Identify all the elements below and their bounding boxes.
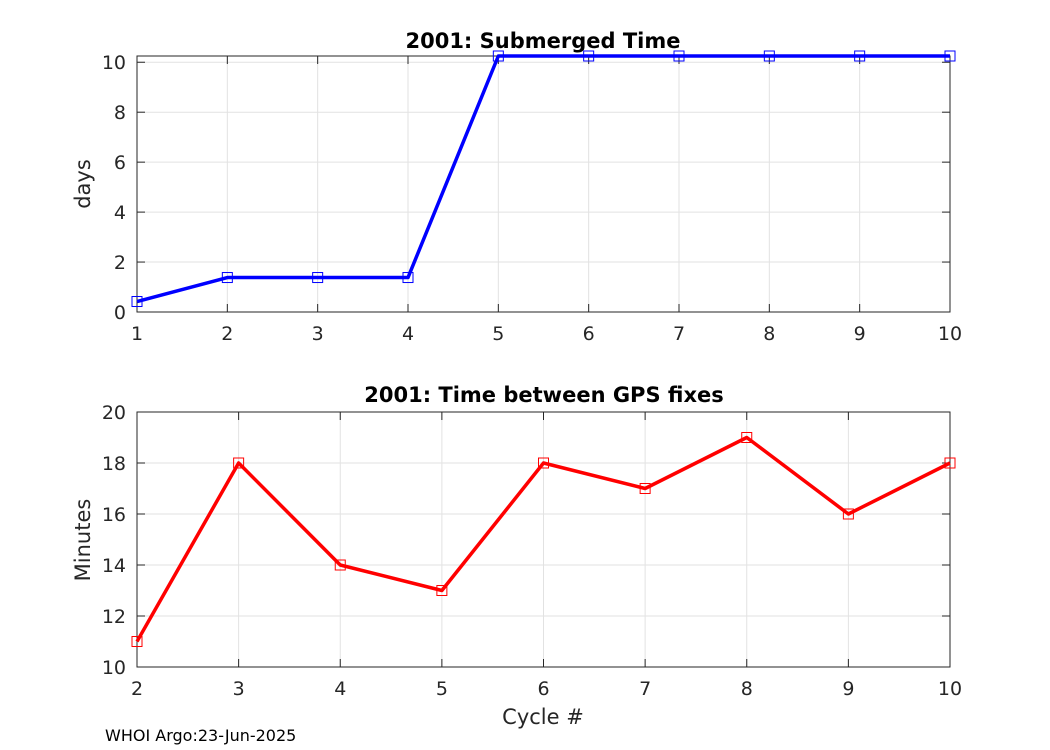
footer-credit: WHOI Argo:23-Jun-2025 [105,726,296,745]
chart-title: 2001: Time between GPS fixes [364,383,724,407]
data-point-marker [944,457,956,469]
x-tick-label: 7 [673,323,685,345]
data-point-marker [334,559,346,571]
data-point-marker [538,457,549,469]
y-tick-label: 8 [114,102,126,124]
data-series-line [135,435,951,643]
x-tick-label: 2 [131,678,143,700]
y-tick-label: 18 [102,453,126,475]
chart-title: 2001: Submerged Time [405,29,680,53]
data-point-marker [436,585,448,596]
data-point-marker [492,50,504,62]
x-tick-label: 6 [537,678,549,700]
x-tick-label: 9 [854,323,866,345]
data-point-marker [639,483,651,494]
x-tick-label: 2 [221,323,233,345]
data-point-marker [763,50,775,62]
y-tick-label: 2 [114,252,126,274]
x-tick-label: 10 [938,323,962,345]
x-tick-label: 8 [763,323,775,345]
data-point-marker [842,508,854,520]
x-tick-label: 8 [741,678,753,700]
data-point-marker [402,272,414,284]
x-tick-label: 4 [334,678,346,700]
x-tick-label: 1 [131,323,143,345]
x-axis-label: Cycle # [502,705,584,729]
x-tick-label: 3 [233,678,245,700]
x-tick-label: 6 [583,323,595,345]
data-point-marker [131,636,143,647]
y-axis-label: Minutes [71,499,95,582]
x-tick-label: 5 [492,323,504,345]
x-tick-label: 3 [312,323,324,345]
data-point-marker [741,432,753,443]
data-point-marker [312,272,324,284]
x-tick-label: 9 [842,678,854,700]
data-point-marker [854,50,866,62]
y-tick-label: 0 [114,302,126,324]
y-tick-label: 20 [102,402,126,424]
submerged-time-chart: 2001: Submerged Time days 1 2 3 4 5 6 7 8 9 10 0 2 4… [71,29,962,345]
data-point-marker [944,50,956,62]
x-tick-label: 10 [938,678,962,700]
y-tick-label: 10 [102,657,126,679]
y-tick-label: 12 [102,606,126,628]
y-tick-label: 16 [102,504,126,526]
data-point-marker [673,50,685,62]
data-point-marker [131,296,143,308]
gps-fix-interval-chart: 2001: Time between GPS fixes Minutes Cyc… [71,383,962,729]
data-point-marker [233,457,245,469]
x-tick-label: 7 [639,678,651,700]
y-tick-label: 10 [102,52,126,74]
y-tick-label: 14 [102,555,126,577]
data-series-line [136,54,950,304]
x-tick-label: 4 [402,323,414,345]
y-tick-label: 4 [114,202,126,224]
y-axis-label: days [71,159,95,209]
data-point-marker [583,50,595,62]
data-point-marker [221,272,233,284]
x-tick-label: 5 [436,678,448,700]
y-tick-label: 6 [114,152,126,174]
